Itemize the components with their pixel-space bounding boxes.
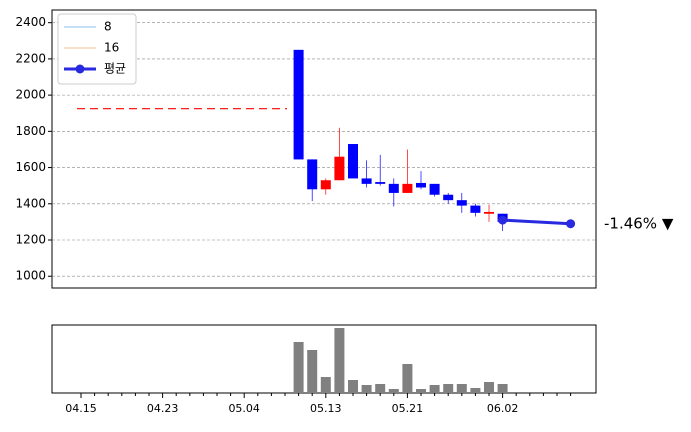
volume-bar [402, 364, 413, 393]
y-tick-label: 1800 [15, 124, 46, 138]
volume-bar [307, 350, 318, 393]
candle-body [375, 182, 386, 184]
candle-body [470, 205, 481, 213]
candle-body [361, 178, 372, 184]
volume-bar [361, 385, 372, 393]
annotation: -1.46% ▼ [604, 215, 674, 233]
volume-bar [484, 382, 494, 393]
candle-body [293, 49, 304, 160]
y-tick-label: 2000 [15, 88, 46, 102]
volume-bar [443, 384, 454, 393]
series-marker [498, 215, 508, 225]
legend-label: 평균 [104, 62, 126, 76]
volume-bar [348, 380, 358, 393]
series-marker [566, 219, 576, 229]
y-tick-label: 1400 [15, 196, 46, 210]
y-tick-label: 2400 [15, 15, 46, 29]
candle-body [334, 156, 345, 181]
y-tick-label: 1000 [15, 269, 46, 283]
candle-body [416, 182, 426, 188]
x-tick-label: 06.02 [487, 402, 519, 415]
x-tick-label: 05.21 [392, 402, 424, 415]
legend-label: 8 [104, 20, 112, 34]
volume-bar [320, 377, 331, 393]
volume-bar [429, 385, 440, 393]
candle-body [320, 180, 331, 190]
candle-body [429, 183, 440, 195]
candle-body [456, 200, 467, 206]
x-tick-label: 05.13 [310, 402, 342, 415]
candle-body [402, 183, 413, 193]
x-tick-label: 04.23 [147, 402, 179, 415]
volume-bar [293, 342, 304, 393]
y-tick-label: 2200 [15, 51, 46, 65]
volume-bar [375, 384, 386, 393]
x-tick-label: 05.04 [228, 402, 260, 415]
y-tick-label: 1600 [15, 160, 46, 174]
volume-bar [456, 384, 467, 393]
volume-bar [497, 384, 508, 393]
candle-body [307, 159, 318, 190]
legend-label: 16 [104, 41, 119, 55]
y-tick-label: 1200 [15, 233, 46, 247]
volume-bar [334, 328, 345, 393]
x-tick-label: 04.15 [65, 402, 97, 415]
candle-body [348, 144, 358, 179]
volume-bar [470, 388, 481, 393]
series-line [502, 218, 571, 226]
price-panel [51, 9, 597, 289]
volume-bar [388, 389, 399, 393]
volume-bar [416, 389, 426, 393]
candle-body [484, 211, 494, 214]
candle-body [443, 194, 454, 201]
candle-body [388, 183, 399, 193]
legend-marker [75, 64, 85, 74]
